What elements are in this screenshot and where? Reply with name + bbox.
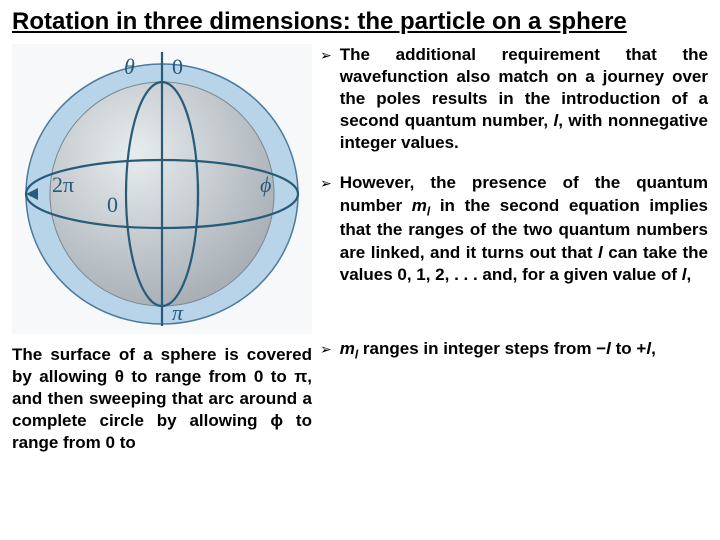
bottom-row: The surface of a sphere is covered by al… (12, 338, 708, 454)
main-columns: θ 0 ϕ 2π 0 π ➢ The additional requiremen… (12, 44, 708, 334)
zero-eq-label: 0 (107, 192, 118, 217)
sphere-diagram: θ 0 ϕ 2π 0 π (12, 44, 312, 334)
page-title: Rotation in three dimensions: the partic… (12, 8, 708, 36)
sphere-svg: θ 0 ϕ 2π 0 π (12, 44, 312, 334)
left-column: θ 0 ϕ 2π 0 π (12, 44, 312, 334)
b3-to: to + (611, 339, 646, 358)
bullet-arrow-icon: ➢ (320, 175, 332, 192)
bullet-arrow-icon: ➢ (320, 341, 332, 358)
cap-theta: θ (115, 367, 124, 386)
cap-mid1: to range from 0 to (124, 367, 294, 386)
b3-comma: , (651, 339, 656, 358)
b3-mid: ranges in integer steps from − (358, 339, 606, 358)
bullet-1: ➢ The additional requirement that the wa… (320, 44, 708, 154)
zero-top-label: 0 (172, 54, 183, 79)
bullet-2: ➢ However, the presence of the quantum n… (320, 172, 708, 285)
bottom-right: ➢ ml ranges in integer steps from −l to … (320, 338, 708, 454)
bullet-arrow-icon: ➢ (320, 47, 332, 64)
bullet-2-text: However, the presence of the quantum num… (340, 172, 708, 285)
right-column: ➢ The additional requirement that the wa… (320, 44, 708, 334)
bullet-3-text: ml ranges in integer steps from −l to +l… (340, 338, 656, 363)
diagram-caption: The surface of a sphere is covered by al… (12, 344, 312, 454)
b2-m: m (412, 196, 427, 215)
theta-label: θ (124, 54, 135, 79)
bullet-3: ➢ ml ranges in integer steps from −l to … (320, 338, 708, 363)
cap-phi: ϕ (270, 411, 283, 430)
bottom-left: The surface of a sphere is covered by al… (12, 338, 312, 454)
b2-comma: , (686, 265, 691, 284)
bullet-1-text: The additional requirement that the wave… (340, 44, 708, 154)
two-pi-label: 2π (52, 172, 74, 197)
cap-pi: π (294, 367, 307, 386)
phi-label: ϕ (260, 172, 271, 197)
pi-label: π (172, 300, 184, 325)
b3-m: m (340, 339, 355, 358)
